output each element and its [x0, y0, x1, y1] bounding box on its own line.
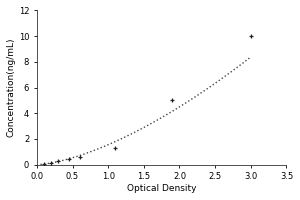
Y-axis label: Concentration(ng/mL): Concentration(ng/mL) — [7, 38, 16, 137]
X-axis label: Optical Density: Optical Density — [127, 184, 196, 193]
